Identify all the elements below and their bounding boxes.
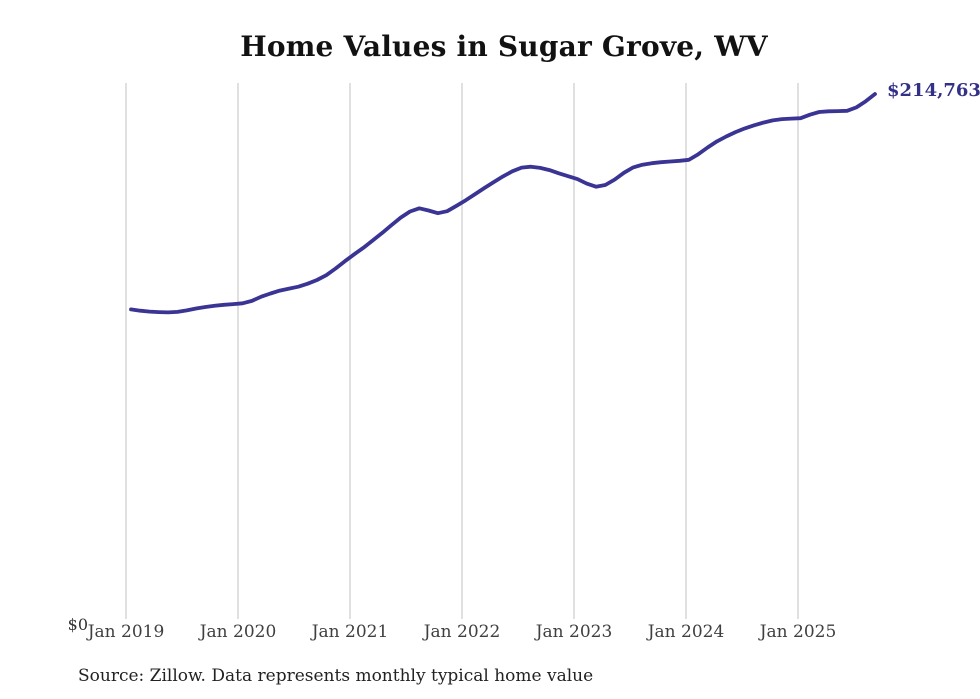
value-line [129,92,877,315]
source-note: Source: Zillow. Data represents monthly … [78,666,594,686]
chart-title: Home Values in Sugar Grove, WV [240,30,768,63]
y-axis-zero-label: $0 [67,615,88,634]
last-value-label: $214,763 [887,80,980,101]
gridlines [125,83,799,619]
